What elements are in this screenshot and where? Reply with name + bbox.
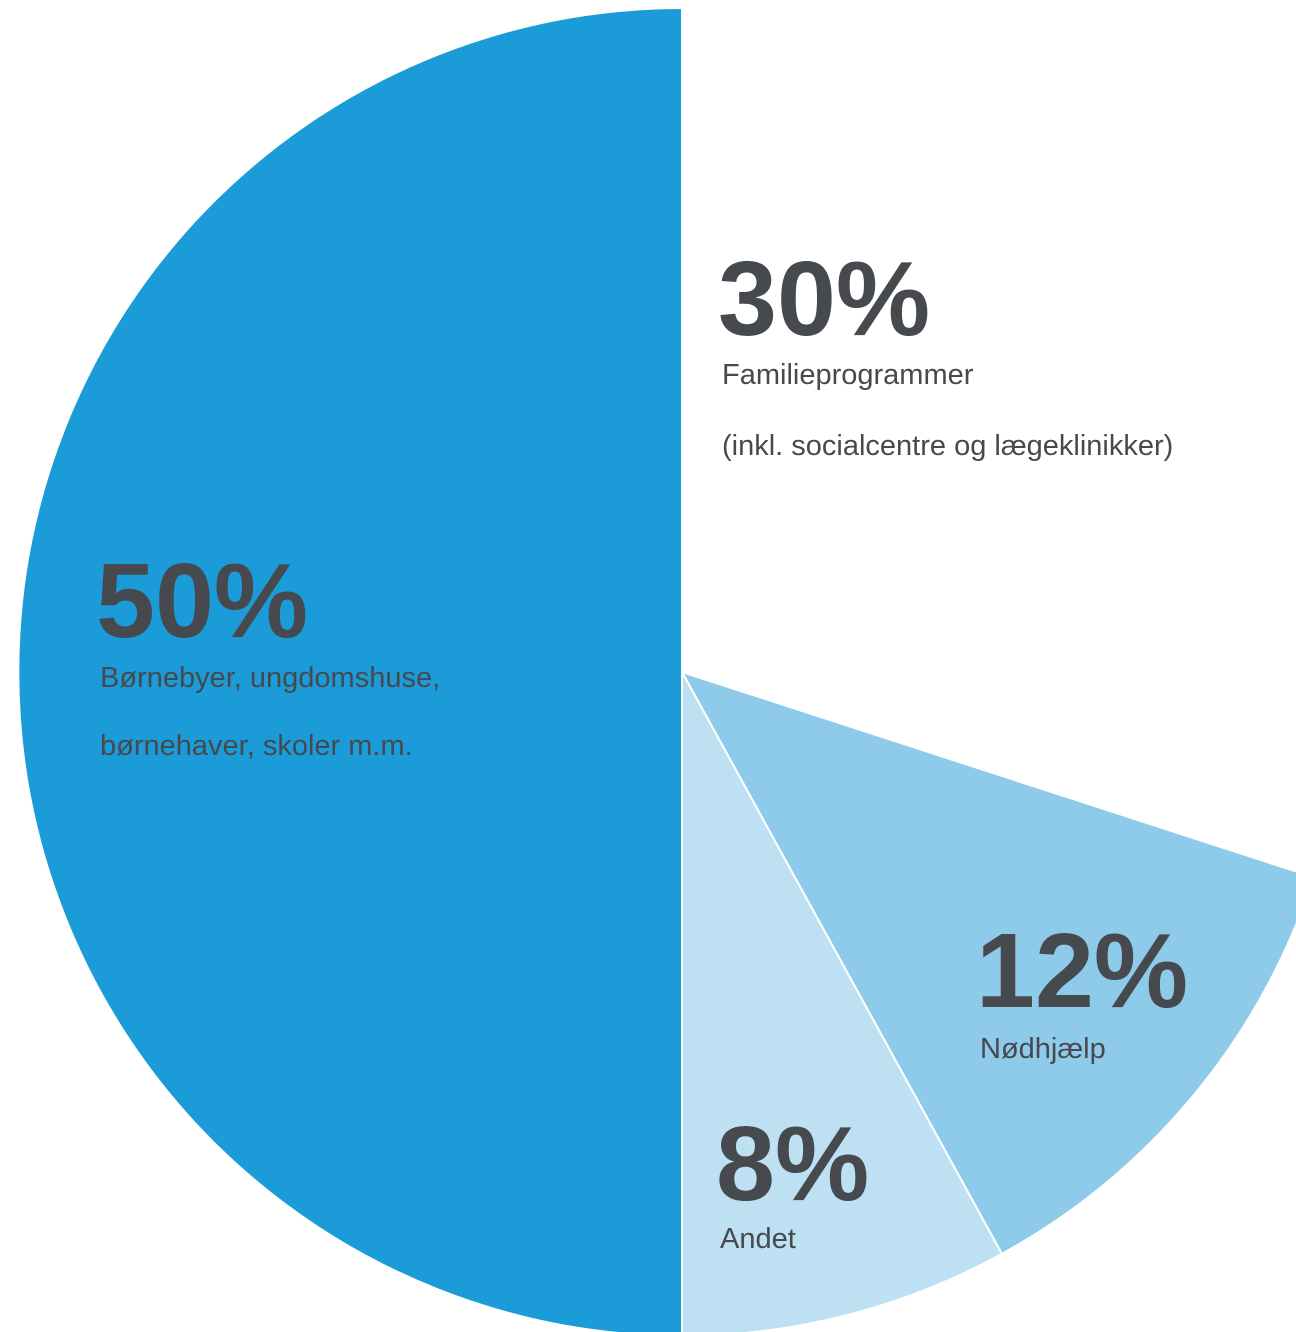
value-label: 50% bbox=[96, 542, 308, 660]
pie-slice bbox=[681, 6, 1296, 873]
category-label: Børnebyer, ungdomshuse, bbox=[100, 662, 440, 694]
pie-slice bbox=[681, 671, 1004, 1332]
pie-slice bbox=[17, 6, 683, 1332]
value-label: 12% bbox=[976, 912, 1188, 1030]
value-label: 30% bbox=[718, 240, 930, 358]
category-label: Nødhjælp bbox=[980, 1033, 1106, 1065]
category-label: Andet bbox=[720, 1223, 796, 1255]
category-label: Familieprogrammer bbox=[722, 359, 974, 391]
category-label: børnehaver, skoler m.m. bbox=[100, 730, 413, 762]
category-label: (inkl. socialcentre og lægeklinikker) bbox=[722, 430, 1173, 462]
value-label: 8% bbox=[716, 1105, 869, 1223]
pie-slice bbox=[679, 670, 1296, 1256]
